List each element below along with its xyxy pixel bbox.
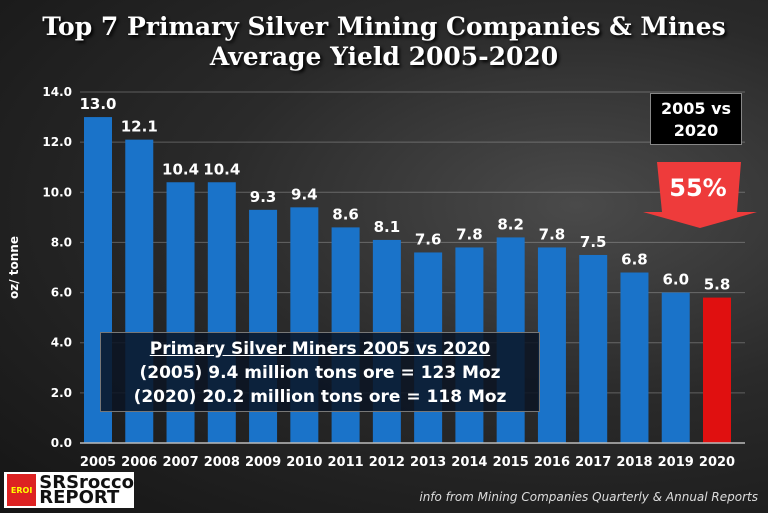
data-label: 7.6 [415,230,442,248]
annotation-line: (2005) 9.4 million tons ore = 123 Moz [139,363,501,383]
data-label: 7.5 [580,233,607,251]
bar [537,247,566,443]
x-tick-label: 2012 [369,455,405,470]
data-label: 6.0 [662,271,689,289]
y-tick-label: 10.0 [42,185,72,199]
x-tick-label: 2005 [80,455,116,470]
data-label: 10.4 [162,160,199,178]
x-tick-label: 2019 [658,455,694,470]
chart-title: Top 7 Primary Silver Mining Companies & … [42,12,726,41]
y-tick-label: 14.0 [42,85,72,99]
y-tick-label: 6.0 [51,286,72,300]
y-tick-label: 2.0 [51,386,72,400]
x-tick-label: 2014 [451,455,487,470]
x-tick-label: 2010 [286,455,322,470]
bar [703,297,731,443]
comparison-box: 2005 vs 2020 [650,93,742,145]
logo-text: REPORT [39,487,120,508]
logo-text: SRSrocco [39,472,134,493]
x-tick-label: 2017 [575,455,611,470]
x-tick-label: 2006 [121,455,157,470]
data-label: 5.8 [704,276,731,294]
y-tick-label: 8.0 [51,235,72,249]
comparison-label: 2020 [673,121,719,140]
x-tick-label: 2016 [534,455,570,470]
y-axis-label: oz/ tonne [7,236,21,299]
data-label: 13.0 [79,95,116,113]
data-label: 9.3 [250,188,277,206]
data-label: 9.4 [291,185,318,203]
decline-percent: 55% [669,174,726,202]
x-tick-label: 2015 [493,455,529,470]
y-tick-label: 4.0 [51,336,72,350]
annotation-heading: Primary Silver Miners 2005 vs 2020 [149,339,491,359]
x-tick-label: 2009 [245,455,281,470]
source-note: info from Mining Companies Quarterly & A… [419,490,758,504]
data-label: 6.8 [621,251,648,269]
data-label: 8.2 [497,215,524,233]
data-label: 7.8 [539,225,566,243]
logo-badge: EROI [7,474,37,506]
x-tick-label: 2018 [616,455,652,470]
data-label: 8.1 [374,218,401,236]
bar [661,292,690,443]
comparison-label: 2005 vs [660,99,732,118]
bar [579,254,608,443]
annotation-line: (2020) 20.2 million tons ore = 118 Moz [133,387,507,407]
chart-subtitle: Average Yield 2005-2020 [209,42,559,71]
data-label: 12.1 [121,118,158,136]
data-label: 8.6 [332,205,359,223]
x-tick-label: 2011 [328,455,364,470]
x-tick-label: 2013 [410,455,446,470]
data-label: 10.4 [203,160,240,178]
y-tick-label: 0.0 [51,436,72,450]
x-tick-label: 2007 [162,455,198,470]
annotation-box: Primary Silver Miners 2005 vs 2020 (2005… [100,332,540,412]
x-tick-label: 2008 [204,455,240,470]
x-tick-label: 2020 [699,455,735,470]
y-tick-label: 12.0 [42,135,72,149]
down-arrow-icon [643,162,757,228]
bar [620,272,649,443]
data-label: 7.8 [456,225,483,243]
logo: EROI SRSrocco REPORT [4,472,134,508]
